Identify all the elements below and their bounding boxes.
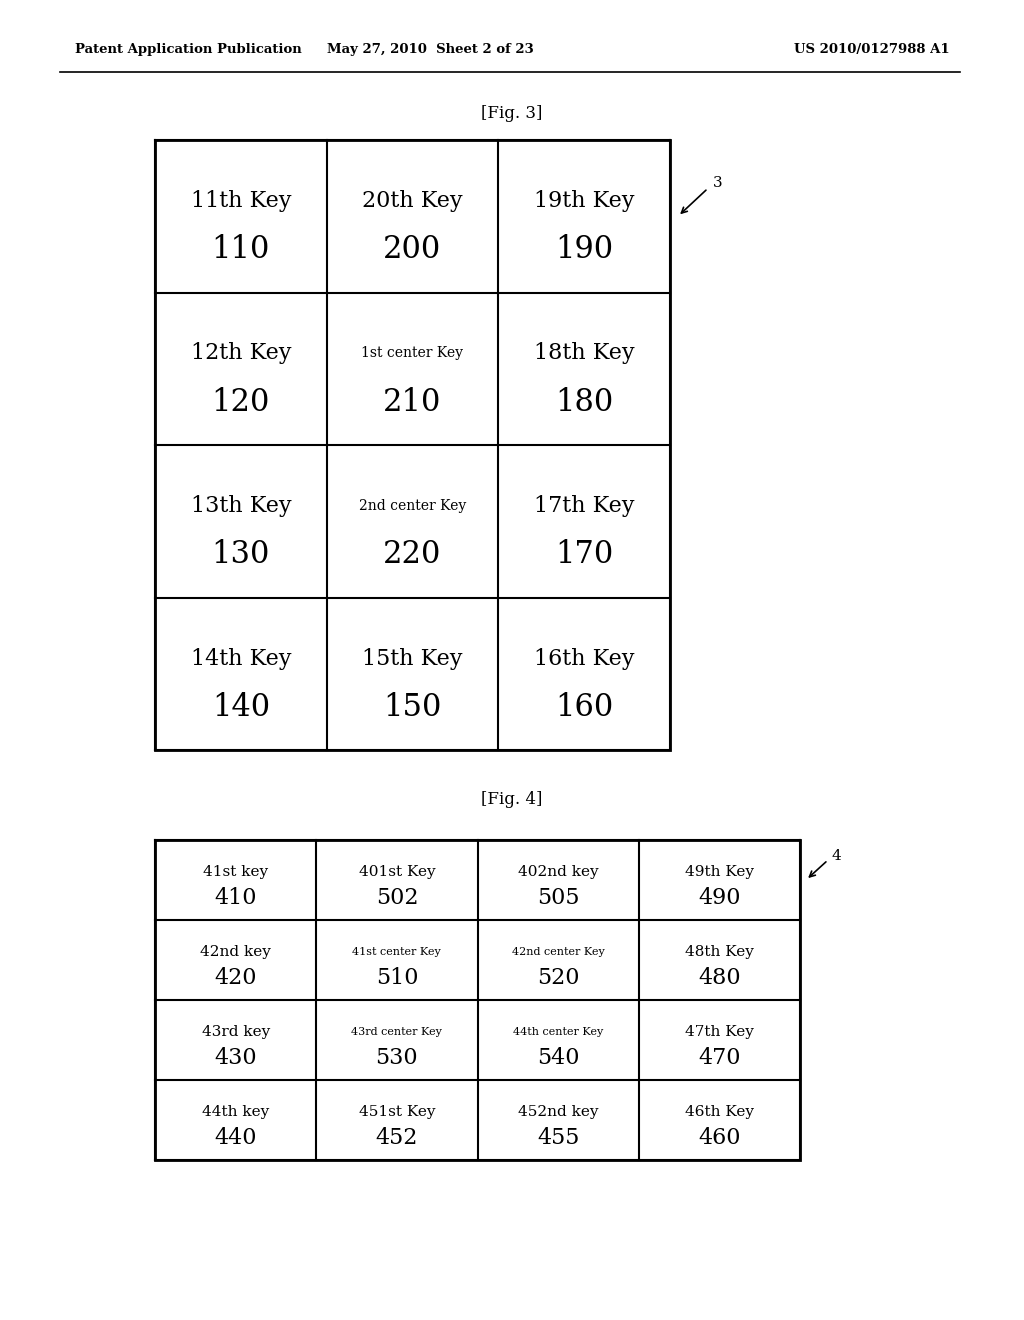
Text: 455: 455	[537, 1126, 580, 1148]
Text: 49th Key: 49th Key	[685, 865, 754, 879]
Text: 12th Key: 12th Key	[190, 342, 291, 364]
Text: 43rd center Key: 43rd center Key	[351, 1027, 442, 1038]
Text: 200: 200	[383, 235, 441, 265]
Text: 190: 190	[555, 235, 613, 265]
Bar	[155, 840, 800, 1160]
Text: 510: 510	[376, 966, 418, 989]
Text: 13th Key: 13th Key	[190, 495, 291, 517]
Text: 430: 430	[214, 1047, 257, 1069]
Text: 3: 3	[713, 177, 723, 190]
Text: 20th Key: 20th Key	[362, 190, 463, 213]
Text: 410: 410	[214, 887, 257, 908]
Text: 440: 440	[214, 1126, 257, 1148]
Text: 520: 520	[537, 966, 580, 989]
Text: 4: 4	[831, 849, 842, 863]
Text: 15th Key: 15th Key	[362, 648, 463, 669]
Text: 530: 530	[376, 1047, 418, 1069]
Text: 41st key: 41st key	[203, 865, 268, 879]
Text: 402nd key: 402nd key	[518, 865, 598, 879]
Text: 220: 220	[383, 540, 441, 570]
Text: 505: 505	[537, 887, 580, 908]
Text: US 2010/0127988 A1: US 2010/0127988 A1	[795, 44, 950, 57]
Text: [Fig. 4]: [Fig. 4]	[481, 792, 543, 808]
Text: 470: 470	[698, 1047, 740, 1069]
Text: 43rd key: 43rd key	[202, 1026, 269, 1039]
Text: 120: 120	[212, 387, 270, 418]
Text: 47th Key: 47th Key	[685, 1026, 754, 1039]
Text: 140: 140	[212, 692, 270, 723]
Text: 44th key: 44th key	[202, 1105, 269, 1119]
Text: 17th Key: 17th Key	[534, 495, 635, 517]
Text: 502: 502	[376, 887, 418, 908]
Text: 130: 130	[212, 540, 270, 570]
Text: 110: 110	[212, 235, 270, 265]
Text: 160: 160	[555, 692, 613, 723]
Bar	[155, 140, 670, 750]
Text: 180: 180	[555, 387, 613, 418]
Text: 150: 150	[383, 692, 441, 723]
Text: 14th Key: 14th Key	[190, 648, 291, 669]
Text: 41st center Key: 41st center Key	[352, 946, 441, 957]
Text: 170: 170	[555, 540, 613, 570]
Text: 490: 490	[698, 887, 740, 908]
Text: 42nd key: 42nd key	[200, 945, 271, 960]
Text: [Fig. 3]: [Fig. 3]	[481, 104, 543, 121]
Text: 2nd center Key: 2nd center Key	[358, 499, 466, 513]
Text: 460: 460	[698, 1126, 740, 1148]
Text: 11th Key: 11th Key	[190, 190, 291, 213]
Text: 452: 452	[376, 1126, 418, 1148]
Text: 48th Key: 48th Key	[685, 945, 754, 960]
Text: 44th center Key: 44th center Key	[513, 1027, 603, 1038]
Text: 451st Key: 451st Key	[358, 1105, 435, 1119]
Text: 210: 210	[383, 387, 441, 418]
Text: 42nd center Key: 42nd center Key	[512, 946, 604, 957]
Text: 452nd key: 452nd key	[518, 1105, 598, 1119]
Text: 16th Key: 16th Key	[534, 648, 635, 669]
Text: 401st Key: 401st Key	[358, 865, 435, 879]
Text: 540: 540	[537, 1047, 580, 1069]
Text: 18th Key: 18th Key	[534, 342, 635, 364]
Text: 46th Key: 46th Key	[685, 1105, 754, 1119]
Text: 19th Key: 19th Key	[534, 190, 635, 213]
Text: 480: 480	[698, 966, 740, 989]
Text: 420: 420	[214, 966, 257, 989]
Text: 1st center Key: 1st center Key	[361, 346, 464, 360]
Text: Patent Application Publication: Patent Application Publication	[75, 44, 302, 57]
Text: May 27, 2010  Sheet 2 of 23: May 27, 2010 Sheet 2 of 23	[327, 44, 534, 57]
